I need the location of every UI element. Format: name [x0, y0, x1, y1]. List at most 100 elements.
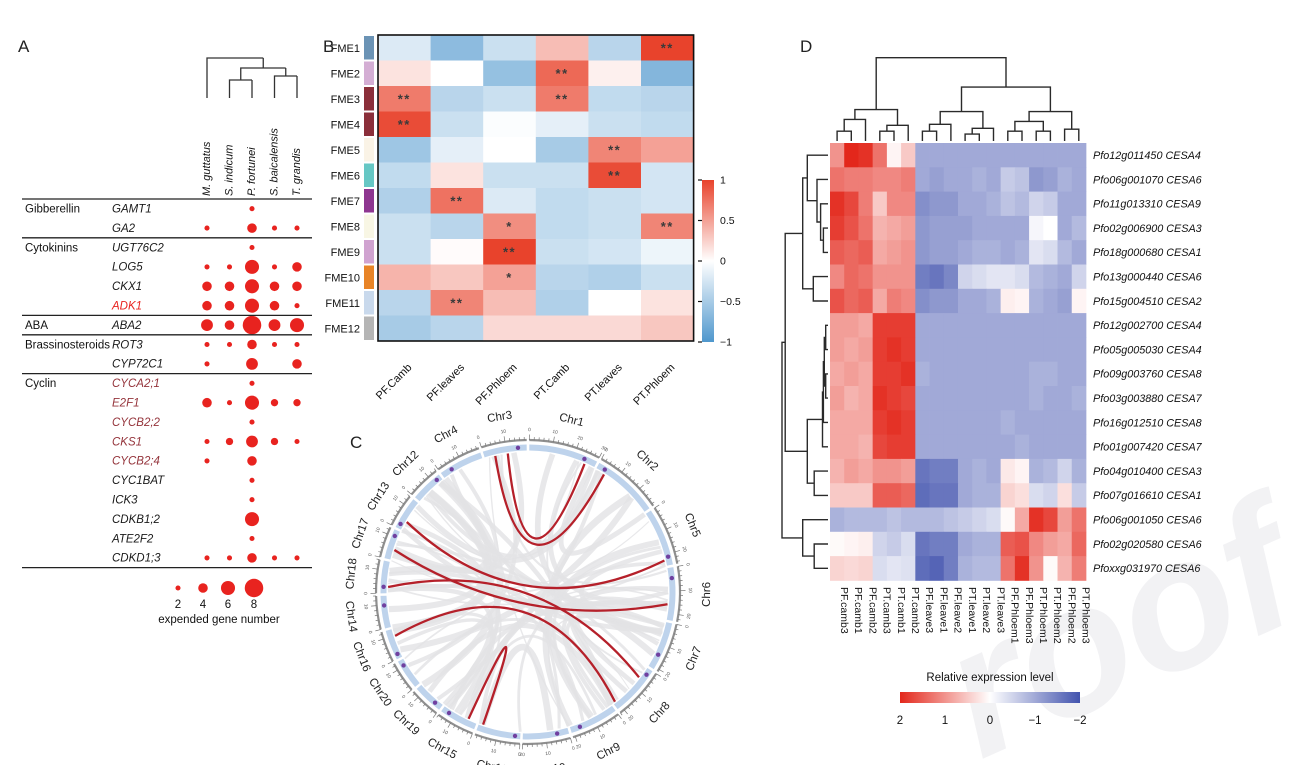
expression-cell — [943, 313, 959, 338]
heatmap-border — [377, 34, 695, 342]
axis-tick — [671, 541, 675, 543]
axis-tick — [376, 624, 380, 626]
expression-cell — [915, 410, 930, 435]
expression-cell — [1000, 264, 1016, 290]
heatmap-cell — [483, 86, 537, 112]
expression-cell — [972, 215, 987, 241]
expression-cell — [872, 386, 888, 411]
expression-cell — [1014, 556, 1030, 581]
axis-tick-label: 20 — [575, 743, 582, 750]
expression-cell — [972, 337, 987, 363]
heatmap-cell — [430, 239, 484, 265]
heatmap-cell — [535, 111, 589, 138]
significance-stars: * — [506, 219, 513, 234]
module-row-label: FME2 — [331, 68, 360, 80]
axis-tick — [669, 536, 674, 539]
axis-tick — [644, 689, 648, 692]
expression-cell — [1029, 507, 1044, 533]
axis-tick-label: 20 — [681, 546, 688, 553]
chromosome-label: Chr19 — [390, 708, 421, 738]
axis-tick-label: 0 — [400, 694, 407, 700]
axis-tick — [650, 681, 654, 684]
expression-cell — [872, 410, 888, 435]
heatmap-cell — [430, 213, 484, 240]
expression-cell — [886, 167, 902, 192]
axis-tick-label: 0 — [622, 720, 628, 727]
axis-tick-label: 20 — [519, 752, 525, 758]
axis-tick — [570, 737, 573, 744]
expression-cell — [858, 483, 874, 508]
expression-cell — [957, 191, 973, 217]
axis-tick — [588, 731, 591, 735]
axis-tick — [447, 722, 451, 728]
highlighted-synteny-link — [406, 521, 665, 590]
centromere-dot — [577, 724, 583, 730]
module-color-strip — [364, 138, 374, 162]
heatmap-cell — [430, 137, 484, 163]
expression-cell — [886, 531, 902, 557]
chromosome-arc — [676, 566, 682, 623]
axis-tick — [557, 440, 560, 444]
heatmap-cell — [588, 35, 642, 61]
expression-cell — [886, 143, 902, 168]
tissue-column-label: PT.leaves — [583, 361, 626, 404]
expression-cell — [986, 240, 1002, 265]
heatmap-cell — [483, 290, 537, 316]
chromosome-label: Chr7 — [684, 645, 704, 673]
expression-cell — [1071, 215, 1087, 241]
expression-cell — [1000, 288, 1016, 314]
axis-tick — [407, 494, 411, 497]
expanded-gene-count-dot — [294, 303, 300, 309]
axis-tick — [562, 441, 564, 445]
chromosome-arc — [648, 622, 673, 670]
axis-tick — [426, 706, 430, 710]
expression-cell — [957, 167, 973, 192]
heatmap-cell — [430, 35, 484, 61]
axis-tick — [378, 638, 384, 642]
expression-cell — [872, 361, 888, 387]
expression-cell — [1000, 483, 1016, 508]
gene-name-label: UGT76C2 — [112, 242, 164, 254]
expression-cell — [901, 531, 916, 557]
expression-cell — [943, 264, 959, 290]
expression-cell — [858, 556, 874, 581]
chromosome-arc — [476, 724, 521, 740]
axis-tick — [398, 506, 402, 509]
chromosome-label: Chr12 — [390, 449, 421, 479]
expression-cell — [915, 240, 930, 265]
column-dendrogram — [836, 57, 1080, 141]
gene-row-label: Pfo18g000680 CESA1 — [1093, 247, 1202, 259]
expanded-gene-count-dot — [294, 341, 300, 348]
expression-cell — [872, 240, 888, 265]
heatmap-cell — [535, 213, 589, 240]
expanded-gene-count-dot — [204, 555, 210, 561]
heatmap-cell — [483, 264, 537, 291]
colorbar-tick-label: 1 — [942, 715, 948, 727]
axis-tick — [475, 735, 478, 739]
expression-cell — [844, 240, 859, 265]
axis-tick — [628, 476, 632, 479]
expanded-gene-count-dot — [249, 497, 255, 503]
expanded-gene-count-dot — [244, 279, 260, 294]
expression-cell — [1000, 386, 1016, 411]
module-color-strip — [364, 291, 374, 315]
expression-cell — [1057, 240, 1073, 265]
expression-cell — [1000, 531, 1016, 557]
expression-cell — [844, 215, 859, 241]
axis-tick — [676, 560, 680, 562]
significance-stars: ** — [398, 91, 411, 106]
expression-cell — [886, 361, 902, 387]
expression-cell — [1071, 556, 1087, 581]
expression-cell — [858, 337, 874, 363]
heatmap-cell — [378, 213, 432, 240]
chromosome-arc — [440, 452, 483, 478]
module-color-strip — [364, 214, 374, 238]
significance-stars: ** — [556, 91, 569, 106]
expanded-gene-count-dot — [247, 339, 257, 350]
axis-tick — [631, 703, 634, 706]
expression-cell — [915, 386, 930, 411]
expression-cell — [915, 264, 930, 290]
expanded-gene-count-dot — [268, 319, 281, 331]
axis-tick-label: 20 — [664, 671, 672, 679]
